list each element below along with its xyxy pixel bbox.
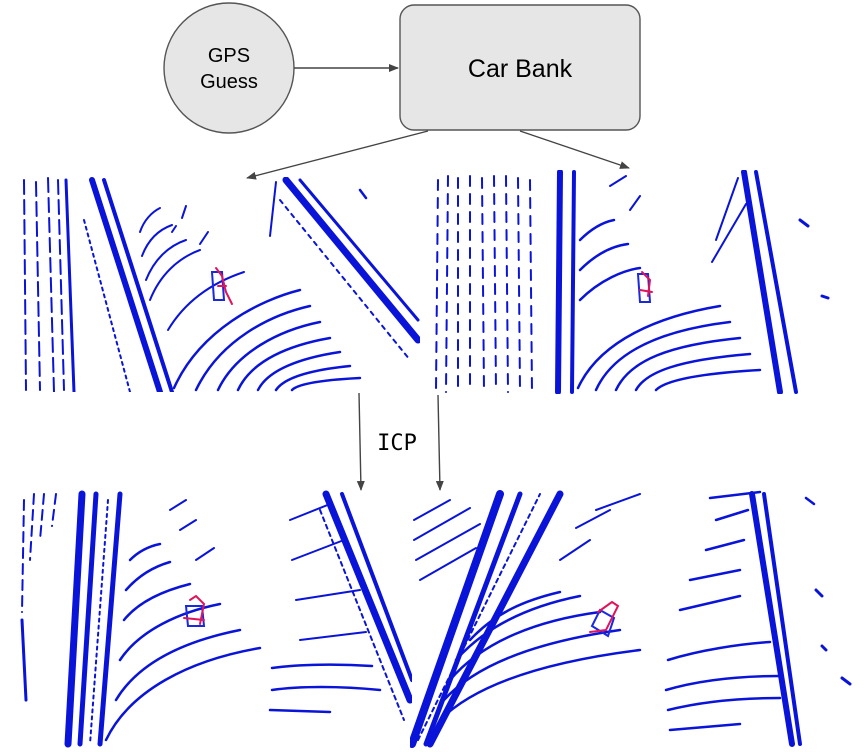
arrow-car-bank-to-scan-a bbox=[246, 130, 429, 180]
car-bank-label: Car Bank bbox=[468, 55, 573, 83]
gps-guess-node: GPS Guess bbox=[163, 2, 295, 134]
arrow-icp-left bbox=[356, 392, 365, 491]
gps-guess-label-line1: GPS bbox=[208, 45, 250, 67]
car-bank-node: Car Bank bbox=[399, 4, 641, 131]
lidar-scan-initial-a bbox=[23, 177, 420, 392]
lidar-scan-aligned-b bbox=[410, 490, 852, 748]
lidar-scan-aligned-a bbox=[20, 490, 412, 748]
arrow-icp-right bbox=[435, 394, 444, 491]
lidar-scan-initial-b bbox=[435, 170, 830, 394]
gps-guess-label-line2: Guess bbox=[200, 71, 258, 93]
arrow-car-bank-to-scan-b bbox=[519, 130, 630, 169]
icp-label: ICP bbox=[377, 431, 417, 456]
